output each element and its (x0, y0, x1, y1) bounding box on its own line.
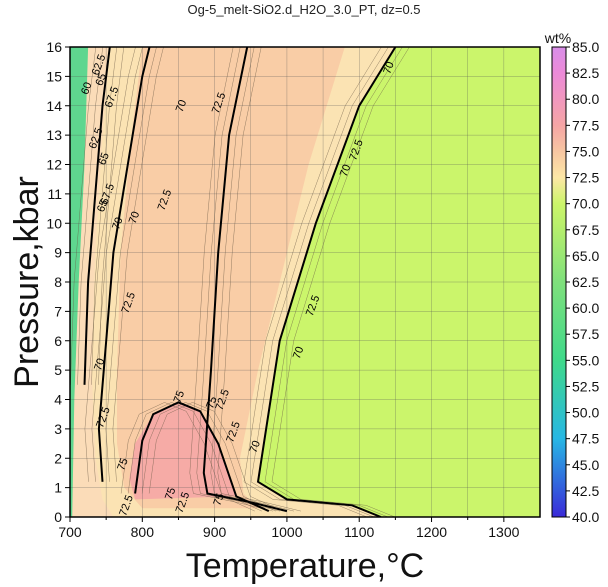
colorbar-tick-label-80.0: 80.0 (572, 91, 599, 107)
contour-label-23: 60 (79, 81, 94, 97)
colorbar-tick-label-65.0: 65.0 (572, 248, 599, 264)
colorbar-scale (551, 46, 567, 518)
y-tick-label-1: 1 (54, 480, 62, 496)
colorbar-tick-label-67.5: 67.5 (572, 222, 599, 238)
colorbar-label: wt% (544, 30, 571, 46)
contour-label-14: 70 (174, 98, 189, 114)
contour-label-18: 70 (92, 357, 107, 373)
contour-label-12: 75 (211, 492, 226, 508)
contour-label-7: 75 (172, 389, 187, 405)
y-tick-label-4: 4 (54, 392, 62, 408)
y-tick-label-9: 9 (54, 245, 62, 261)
contour-72.5-3 (97, 47, 151, 482)
x-tick-label-900: 900 (203, 524, 227, 540)
contour-label-6: 70 (248, 439, 263, 455)
y-tick-label-15: 15 (46, 68, 62, 84)
contour-label-9: 75 (163, 486, 178, 502)
y-tick-label-12: 12 (46, 157, 62, 173)
contour-label-16: 70 (127, 210, 142, 226)
y-tick-label-16: 16 (46, 39, 62, 55)
colorbar-tick-label-52.5: 52.5 (572, 378, 599, 394)
y-tick-label-7: 7 (54, 303, 62, 319)
contour-75-2 (134, 401, 270, 513)
colorbar-tick-label-40.0: 40.0 (572, 509, 599, 525)
colorbar-tick-label-45.0: 45.0 (572, 457, 599, 473)
colorbar: 40.0 42.5 45.0 47.5 50.0 52.5 55.0 57.5 60.0 62.5… (551, 39, 599, 525)
x-tick-label-700: 700 (58, 524, 82, 540)
thin-contour-1-3 (217, 47, 301, 512)
y-tick-label-13: 13 (46, 127, 62, 143)
contour-70-4 (83, 47, 111, 385)
y-tick-label-5: 5 (54, 362, 62, 378)
y-tick-label-11: 11 (47, 186, 62, 202)
contour-72.5-1 (202, 47, 288, 513)
y-tick-label-14: 14 (46, 98, 62, 114)
contour-label-24: 65 (94, 72, 109, 88)
field-3 (129, 402, 237, 500)
thin-contour-1-1 (196, 47, 280, 512)
y-tick-label-6: 6 (54, 333, 62, 349)
x-tick-label-1200: 1200 (416, 524, 447, 540)
colorbar-tick-label-42.5: 42.5 (572, 483, 599, 499)
y-tick-label-0: 0 (54, 509, 62, 525)
x-tick-label-1000: 1000 (271, 524, 302, 540)
contour-label-28: 65 (95, 198, 110, 214)
contour-label-4: 70 (291, 345, 306, 361)
contour-label-2: 70 (338, 163, 353, 179)
contour-label-20: 75 (115, 457, 130, 473)
x-tick-label-1300: 1300 (488, 524, 519, 540)
chart-title: Og-5_melt-SiO2.d_H2O_3.0_PT, dz=0.5 (187, 2, 421, 17)
colorbar-tick-label-72.5: 72.5 (572, 170, 599, 186)
colorbar-tick-label-77.5: 77.5 (572, 117, 599, 133)
colorbar-tick-label-62.5: 62.5 (572, 274, 599, 290)
contour-label-26: 65 (96, 151, 111, 167)
x-tick-label-800: 800 (131, 524, 155, 540)
contour-lines (83, 47, 397, 517)
contour-label-8: 75 (204, 395, 219, 411)
y-tick-label-2: 2 (54, 450, 62, 466)
y-tick-label-8: 8 (54, 274, 62, 290)
colorbar-tick-label-70.0: 70.0 (572, 196, 599, 212)
colorbar-tick-label-75.0: 75.0 (572, 143, 599, 159)
thin-contour-1-0 (189, 47, 273, 512)
colorbar-tick-label-55.0: 55.0 (572, 352, 599, 368)
contour-70-0 (256, 47, 397, 517)
y-tick-label-3: 3 (54, 421, 62, 437)
y-axis-label: Pressure,kbar (8, 176, 46, 388)
colorbar-tick-label-85.0: 85.0 (572, 39, 599, 55)
contour-label-30: 70 (110, 216, 125, 232)
x-tick-label-1100: 1100 (344, 524, 374, 540)
colorbar-tick-label-82.5: 82.5 (572, 65, 599, 81)
colorbar-tick-label-50.0: 50.0 (572, 405, 599, 421)
colorbar-tick-label-60.0: 60.0 (572, 300, 599, 316)
axes: 700 800 900 1000 1100 1200 1300012345678910111… (46, 39, 541, 540)
contour-label-0: 70 (381, 60, 396, 76)
x-axis-label: Temperature,°C (186, 547, 424, 585)
colorbar-tick-label-47.5: 47.5 (572, 431, 599, 447)
y-tick-label-10: 10 (46, 215, 62, 231)
colorbar-tick-label-57.5: 57.5 (572, 326, 599, 342)
